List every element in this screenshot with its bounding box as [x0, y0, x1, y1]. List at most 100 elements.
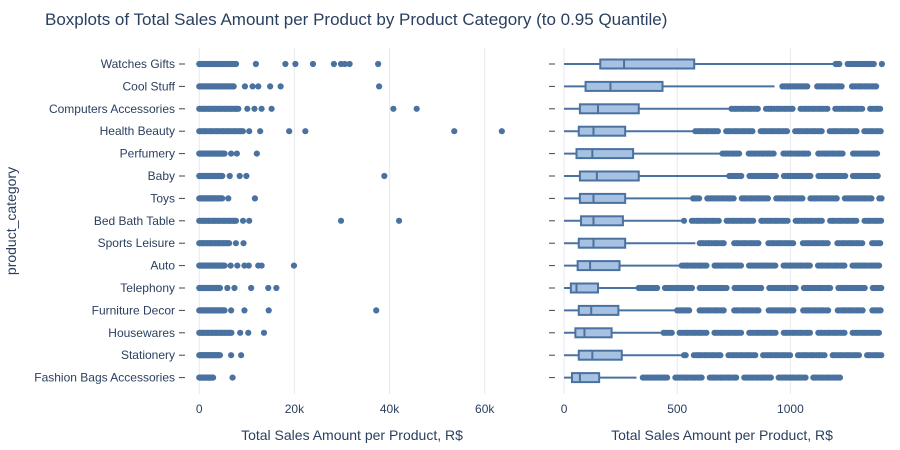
strip-outlier: [258, 262, 265, 269]
box-outlier: [859, 307, 866, 314]
category-label: Toys: [150, 191, 175, 205]
box-outlier: [784, 217, 791, 224]
box-outlier: [877, 307, 884, 314]
strip-point: [209, 374, 217, 381]
right-x-tick-label: 0: [561, 402, 568, 416]
box-outlier: [821, 352, 828, 359]
box-outlier: [688, 284, 696, 292]
box-outlier: [754, 105, 761, 112]
box-iqr: [570, 372, 601, 384]
right-x-tick-label: 500: [667, 402, 687, 416]
box-outlier: [824, 240, 831, 247]
category-label: Auto: [150, 259, 175, 273]
strip-outlier: [239, 217, 247, 224]
box-outlier: [878, 352, 885, 359]
box-outlier: [873, 150, 881, 157]
left-strip-panel: 0 20k 40k 60k Watches Gifts Cool Stuff Compute…: [34, 48, 505, 416]
box-outlier: [715, 217, 722, 224]
strip-point: [219, 172, 226, 180]
strip-outlier: [225, 195, 232, 202]
left-x-tick-label: 20k: [285, 402, 305, 416]
strip-outlier: [282, 60, 289, 68]
strip-outlier: [243, 172, 250, 180]
box-row: [564, 237, 884, 249]
box-iqr: [575, 148, 635, 160]
strip-point: [230, 83, 237, 90]
box-outlier: [783, 128, 791, 135]
box-iqr: [578, 192, 627, 204]
strip-row: [196, 83, 383, 90]
strip-outlier: [292, 60, 299, 68]
box-outlier: [859, 105, 866, 112]
strip-outlier: [241, 262, 248, 269]
box-outlier: [752, 352, 759, 359]
box-outlier: [799, 195, 806, 202]
box-outlier: [772, 329, 779, 336]
strip-outlier: [346, 60, 353, 68]
strip-point: [219, 195, 226, 202]
strip-outlier: [390, 105, 397, 112]
box-row: [564, 304, 884, 316]
strip-point: [221, 150, 228, 157]
box-outlier: [668, 329, 675, 336]
box-outlier: [790, 240, 797, 247]
box-outlier: [868, 195, 875, 202]
strip-row: [196, 329, 268, 336]
box-outlier: [878, 195, 885, 202]
box-row: [564, 148, 881, 160]
box-row: [564, 103, 884, 115]
strip-row: [196, 217, 403, 224]
strip-outlier: [227, 262, 234, 269]
box-outlier: [878, 60, 886, 68]
category-label: Baby: [148, 169, 175, 183]
box-outlier: [720, 307, 727, 314]
box-outlier: [841, 329, 848, 336]
strip-row: [196, 352, 245, 359]
strip-point: [226, 240, 233, 247]
box-outlier: [875, 262, 883, 269]
box-outlier: [764, 195, 772, 202]
strip-point: [232, 60, 240, 68]
box-iqr: [599, 58, 696, 70]
right-box-panel: 0 500 1000: [549, 48, 886, 416]
strip-outlier: [236, 172, 243, 180]
strip-outlier: [237, 329, 244, 336]
strip-outlier: [373, 307, 380, 314]
strip-outlier: [258, 105, 265, 112]
box-outlier: [789, 105, 796, 112]
box-outlier: [877, 105, 884, 112]
left-x-tick-label: 60k: [475, 402, 495, 416]
strip-outlier: [246, 217, 253, 224]
strip-point: [216, 352, 224, 359]
strip-point: [232, 217, 240, 224]
strip-row: [196, 172, 388, 180]
strip-outlier: [341, 60, 348, 68]
strip-outlier: [498, 128, 505, 135]
box-outlier: [805, 150, 812, 157]
category-label: Health Beauty: [100, 124, 175, 138]
strip-outlier: [337, 217, 345, 224]
box-outlier: [653, 284, 661, 292]
box-outlier: [877, 217, 885, 224]
strip-outlier: [249, 83, 256, 90]
category-label: Perfumery: [120, 147, 175, 161]
box-iqr: [569, 282, 600, 294]
y-axis-title: product_category: [3, 167, 19, 275]
box-outlier: [772, 172, 779, 180]
box-outlier: [870, 60, 877, 68]
strip-outlier: [375, 83, 383, 90]
box-outlier: [792, 284, 799, 292]
box-outlier: [767, 374, 774, 381]
box-outlier: [695, 195, 703, 202]
strip-outlier: [251, 105, 258, 112]
box-outlier: [833, 195, 840, 202]
category-label: Telephony: [120, 281, 175, 295]
box-outlier: [802, 374, 809, 381]
strip-point: [235, 105, 242, 112]
box-outlier: [758, 284, 765, 292]
box-outlier: [836, 374, 844, 381]
strip-row: [196, 284, 280, 292]
left-x-tick-label: 0: [196, 402, 203, 416]
strip-outlier: [244, 105, 251, 112]
